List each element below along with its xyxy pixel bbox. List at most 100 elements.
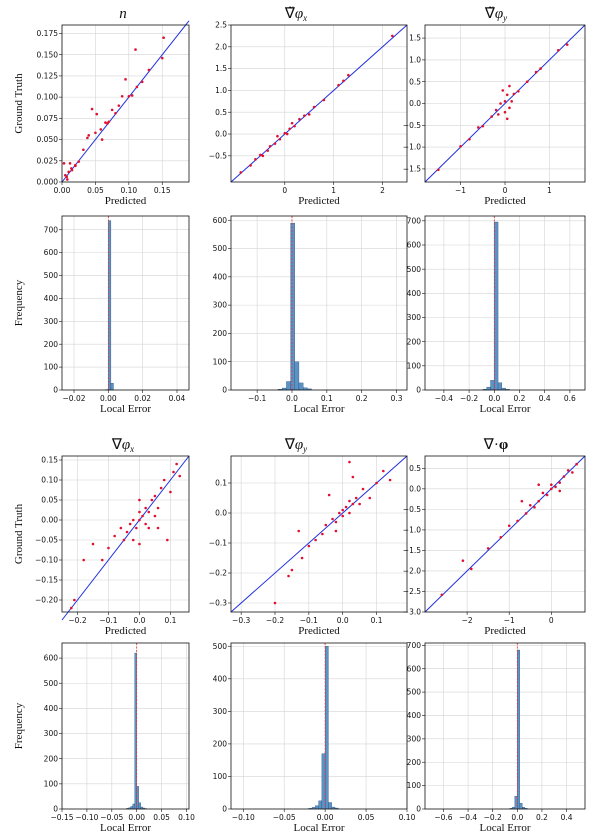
x-tick-label: 0.00 (54, 186, 71, 195)
data-point (135, 85, 139, 89)
data-point (524, 512, 528, 515)
data-point (505, 93, 509, 97)
data-point (497, 113, 500, 116)
data-point (510, 100, 513, 103)
data-point (507, 524, 511, 528)
y-tick-label: 400 (213, 272, 228, 281)
plot-frame (230, 215, 408, 391)
data-point (150, 498, 154, 502)
data-point (153, 514, 157, 518)
data-point (77, 160, 81, 163)
x-tick-label: 0.05 (87, 186, 104, 195)
x-axis-label: Predicted (105, 625, 147, 637)
data-point (125, 530, 129, 534)
data-point (285, 132, 289, 136)
y-tick-label: 0.0 (215, 509, 227, 518)
y-tick-label: 500 (407, 688, 422, 697)
data-point (539, 67, 542, 70)
histogram-bar (486, 386, 491, 391)
x-tick-label: 0.2 (514, 394, 526, 403)
data-point (249, 164, 252, 167)
data-point (334, 520, 338, 524)
data-point (140, 80, 144, 84)
data-point (293, 124, 296, 128)
data-point (575, 462, 578, 466)
plot-frame (424, 455, 586, 613)
data-point (554, 485, 557, 489)
histogram-bar (290, 222, 295, 391)
data-point (503, 100, 507, 103)
x-tick-label: 0.2 (536, 813, 548, 822)
data-point (107, 546, 110, 550)
data-point (290, 568, 294, 572)
y-tick-label: 200 (44, 754, 59, 763)
y-tick-label: 300 (213, 707, 228, 716)
y-tick-label: 100 (213, 357, 228, 366)
data-point (516, 519, 519, 523)
panel-grad-phi-x-hist: −0.15 −0.10 −0.05 0.00 0.05 0.10 0 100 200 300 400… (13, 642, 195, 834)
y-tick-label: 100 (44, 363, 59, 372)
plot-frame (424, 215, 586, 391)
y-tick-label: 0 (222, 805, 227, 814)
data-point (178, 474, 182, 478)
y-tick-label: 200 (213, 329, 228, 338)
data-point (69, 606, 73, 610)
y-tick-label: 0 (53, 386, 58, 395)
data-point (117, 104, 121, 107)
y-tick-label: 0.000 (37, 178, 59, 187)
data-point (358, 502, 361, 506)
y-tick-label: −1.0 (403, 525, 421, 534)
data-point (512, 92, 516, 96)
data-point (501, 89, 505, 92)
data-point (147, 510, 151, 514)
y-tick-label: 0.0 (409, 484, 421, 493)
x-tick-label: −0.05 (273, 813, 296, 822)
panel-n-scatter: 0.00 0.05 0.10 0.15 0.000 0.025 0.050 0.075 0.10… (13, 20, 190, 207)
y-tick-label: 1.0 (215, 86, 227, 95)
x-tick-label: 0.00 (100, 394, 117, 403)
panel-grad-phi-x: −0.2 −0.1 0.0 0.1 −0.20 −0.15 −0.10 −0.05 0.00 0.… (13, 455, 190, 637)
plot-frame (230, 455, 408, 613)
x-tick-label: 0.0 (133, 616, 145, 625)
y-tick-label: 0.150 (37, 50, 59, 59)
data-point (138, 510, 141, 514)
y-tick-label: 100 (213, 772, 228, 781)
data-point (334, 529, 338, 533)
y-tick-label: 400 (44, 294, 59, 303)
x-tick-label: 0.05 (358, 813, 375, 822)
data-point (499, 535, 503, 539)
data-point (550, 487, 553, 491)
panel-div-phi-hist: −0.6 −0.4 −0.2 0.0 0.2 0.4 0 100 200 300 400 500 600… (407, 641, 586, 834)
data-point (307, 544, 311, 548)
title-grad-tilde-phi-y: ∇̃φy (484, 6, 507, 23)
data-point (138, 518, 141, 522)
y-tick-label: 0.025 (37, 156, 59, 165)
x-tick-label: 0.1 (321, 394, 333, 403)
data-point (162, 478, 166, 482)
x-axis-label: Local Error (294, 822, 345, 834)
data-point (159, 486, 163, 490)
data-point (266, 149, 269, 152)
y-tick-label: −2.5 (403, 587, 421, 596)
data-point (166, 538, 169, 542)
data-point (261, 154, 265, 158)
data-point (160, 56, 164, 60)
data-point (341, 514, 344, 518)
y-tick-label: −0.10 (35, 556, 58, 565)
data-point (114, 111, 117, 115)
data-point (537, 483, 540, 487)
x-tick-label: 0.00 (317, 813, 334, 822)
x-tick-label: 0.6 (564, 394, 576, 403)
y-tick-label: 500 (407, 265, 422, 274)
data-point (558, 481, 562, 484)
plot-frame (61, 642, 190, 810)
panel-n-hist: −0.02 0.00 0.02 0.04 0 100 200 300 400 500 600 700 L… (13, 215, 190, 415)
data-point (533, 506, 536, 509)
y-tick-label: 300 (407, 313, 422, 322)
x-tick-label: −0.6 (434, 813, 452, 822)
histogram-bar (318, 800, 323, 810)
y-tick-label: 600 (213, 216, 228, 225)
data-point (153, 494, 157, 498)
data-point (298, 117, 301, 121)
x-tick-label: 1 (547, 186, 552, 195)
